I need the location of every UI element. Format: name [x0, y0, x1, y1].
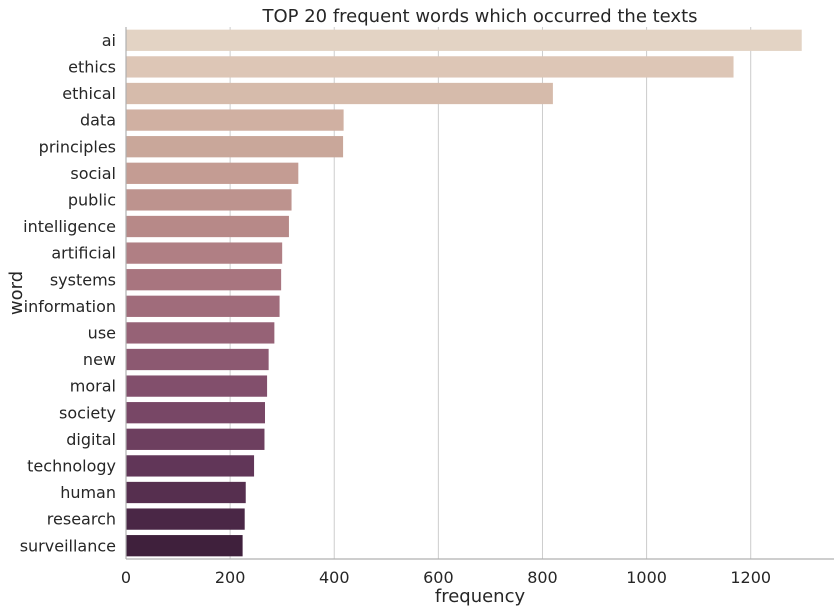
- x-tick-label: 400: [319, 568, 350, 587]
- y-tick-label: ethics: [68, 58, 116, 77]
- y-tick-label: digital: [66, 430, 116, 449]
- bar-technology: [126, 455, 255, 477]
- y-tick-label: research: [47, 510, 116, 529]
- y-tick-label: data: [80, 111, 116, 130]
- bar-artificial: [126, 242, 283, 264]
- bar-data: [126, 109, 344, 131]
- bar-digital: [126, 428, 265, 450]
- y-tick-label: use: [88, 324, 116, 343]
- x-tick-label: 200: [215, 568, 246, 587]
- bar-human: [126, 481, 246, 504]
- y-tick-label: surveillance: [20, 536, 116, 555]
- bar-ethical: [126, 82, 553, 105]
- bar-systems: [126, 269, 282, 291]
- y-tick-label: ethical: [62, 84, 116, 103]
- y-tick-label: moral: [70, 377, 116, 396]
- y-tick-label: artificial: [51, 244, 116, 263]
- bar-intelligence: [126, 215, 289, 238]
- y-tick-label: information: [24, 297, 116, 316]
- bar-new: [126, 348, 269, 371]
- y-tick-label: systems: [50, 270, 116, 289]
- x-axis-label: frequency: [435, 586, 526, 607]
- y-tick-labels: ai ethics ethical data principles social publi…: [20, 31, 116, 555]
- y-tick-label: social: [70, 164, 116, 183]
- x-tick-labels: 0 200 400 600 800 1000 1200: [121, 568, 771, 587]
- x-tick-label: 800: [527, 568, 558, 587]
- gridlines: [229, 27, 752, 559]
- bar-principles: [126, 136, 344, 158]
- bar-moral: [126, 375, 268, 397]
- axes: [125, 27, 834, 560]
- y-tick-label: principles: [39, 137, 116, 156]
- y-tick-label: human: [60, 483, 116, 502]
- bar-ai: [126, 29, 802, 51]
- bars: [126, 29, 802, 557]
- y-axis-label: word: [6, 271, 27, 315]
- bar-research: [126, 508, 245, 530]
- bar-use: [126, 322, 275, 344]
- bar-social: [126, 162, 299, 184]
- x-tick-label: 600: [423, 568, 454, 587]
- chart-title: TOP 20 frequent words which occurred the…: [261, 6, 697, 27]
- y-tick-label: intelligence: [23, 217, 116, 236]
- bar-society: [126, 402, 265, 424]
- y-tick-label: public: [68, 191, 116, 210]
- bar-surveillance: [126, 535, 243, 557]
- bar-ethics: [126, 56, 734, 78]
- bar-information: [126, 295, 280, 317]
- bar-public: [126, 189, 292, 211]
- y-tick-label: technology: [27, 457, 116, 476]
- y-tick-label: society: [59, 403, 116, 422]
- x-tick-label: 0: [121, 568, 131, 587]
- y-tick-label: new: [83, 350, 116, 369]
- x-tick-label: 1000: [626, 568, 667, 587]
- y-tick-label: ai: [102, 31, 116, 50]
- x-tick-label: 1200: [730, 568, 771, 587]
